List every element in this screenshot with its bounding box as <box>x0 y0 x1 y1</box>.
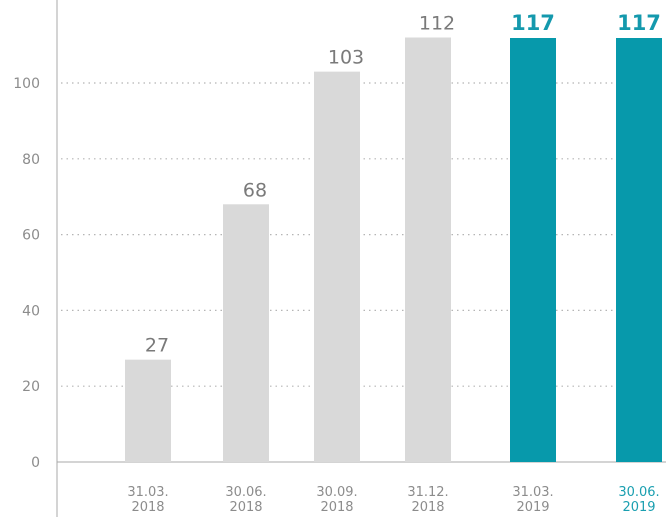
value-label: 112 <box>419 13 455 35</box>
y-tick-label: 60 <box>22 228 40 244</box>
x-tick-label: 31.03. 2019 <box>512 485 553 515</box>
bar <box>223 204 269 462</box>
x-tick-label: 30.06. 2018 <box>225 485 266 515</box>
bar <box>616 38 662 462</box>
bars <box>125 37 662 463</box>
x-tick-label: 31.12. 2018 <box>407 485 448 515</box>
x-tick-label: 30.06. 2019 <box>618 485 659 515</box>
y-tick-label: 40 <box>22 303 40 319</box>
bar <box>510 38 556 462</box>
x-tick-labels: 31.03. 2018 30.06. 2018 30.09. 2018 31.12. 2018… <box>127 485 659 515</box>
value-label: 68 <box>243 179 267 201</box>
bar <box>125 359 171 462</box>
x-tick-label: 30.09. 2018 <box>316 485 357 515</box>
value-label: 117 <box>511 11 555 35</box>
bar <box>405 37 451 463</box>
bar <box>314 71 360 462</box>
y-tick-label: 80 <box>22 152 40 168</box>
value-label: 103 <box>328 47 364 69</box>
value-label: 27 <box>145 335 169 357</box>
gridlines <box>61 82 666 387</box>
x-tick-label: 31.03. 2018 <box>127 485 168 515</box>
y-tick-label: 20 <box>22 379 40 395</box>
y-tick-labels: 0 20 40 60 80 100 <box>13 76 40 471</box>
value-labels: 27 68 103 112 117 117 <box>145 11 661 357</box>
y-tick-label: 100 <box>13 76 40 92</box>
value-label: 117 <box>617 11 661 35</box>
y-tick-label: 0 <box>31 455 40 471</box>
